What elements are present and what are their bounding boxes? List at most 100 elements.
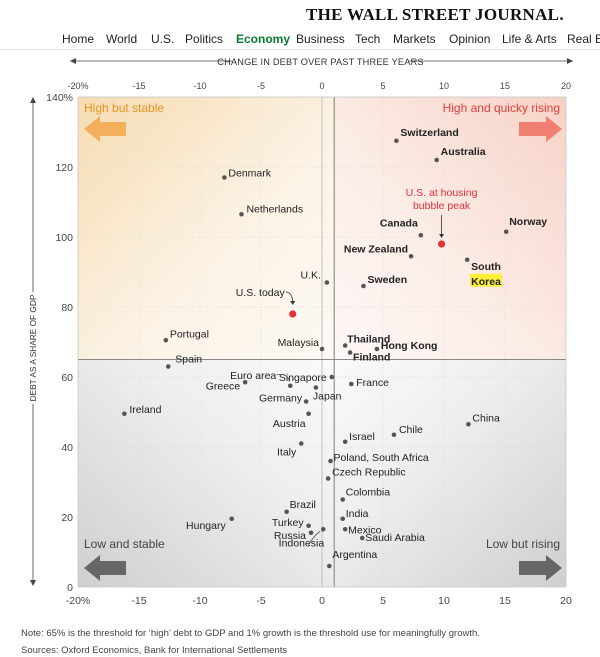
point-label-india: India (346, 508, 369, 520)
point-label-sweden: Sweden (367, 274, 407, 286)
arrow-right-red-icon (519, 116, 562, 142)
y-tick-label: 20 (61, 512, 73, 524)
nav-item-tech[interactable]: Tech (355, 32, 381, 46)
nav-item-u-s[interactable]: U.S. (151, 32, 175, 46)
chart-svg: CHANGE IN DEBT OVER PAST THREE YEARS -20%… (27, 54, 573, 607)
point-label-china: China (472, 412, 500, 424)
point-label-ireland: Ireland (129, 404, 161, 416)
point-label-hong-kong: Hong Kong (381, 340, 438, 352)
point-brazil (284, 509, 289, 515)
point-greece (242, 379, 248, 385)
quadrant-label-high-stable: High but stable (84, 101, 164, 115)
nav-item-business[interactable]: Business (296, 32, 345, 46)
point-netherlands (239, 211, 244, 217)
y-tick-label: 120 (55, 162, 73, 174)
quadrant-high-rising (334, 97, 566, 360)
nav-item-economy[interactable]: Economy (236, 32, 291, 46)
y-axis-label-bg (27, 292, 39, 404)
x-tick-bottom-label: -10 (192, 595, 207, 607)
debt-scatter-chart: CHANGE IN DEBT OVER PAST THREE YEARS -20%… (0, 50, 600, 610)
point-canada (418, 232, 424, 238)
x-tick-bottom-label: 15 (499, 595, 511, 607)
quadrant-low-rising (334, 359, 566, 587)
y-axis-label: DEBT AS A SHARE OF GDP (28, 294, 38, 401)
point-switzerland (394, 138, 399, 144)
x-tick-bottom-label: 20 (560, 595, 572, 607)
x-tick-bottom-label: 5 (380, 595, 386, 607)
arrow-left-gray-icon (84, 555, 126, 581)
point-mexico (342, 526, 348, 532)
leader-us-today (285, 291, 294, 302)
point-thailand (342, 343, 348, 348)
x-tick-top-label: 15 (500, 81, 510, 91)
point-ireland (122, 411, 127, 417)
x-tick-top-label: 0 (319, 81, 324, 91)
y-tick-label: 60 (61, 372, 73, 384)
nav-item-world[interactable]: World (106, 32, 138, 46)
x-tick-top-label: 10 (439, 81, 449, 91)
masthead-title[interactable]: THE WALL STREET JOURNAL. (306, 5, 564, 24)
point-label-saudi-arabia: Saudi Arabia (365, 532, 425, 544)
point-label-austria: Austria (273, 418, 306, 430)
nav-item-politics[interactable]: Politics (185, 32, 224, 46)
footnote: Note: 65% is the threshold for ‘high’ de… (21, 628, 480, 639)
point-euro-area (287, 383, 293, 389)
point-label-poland-south-africa: Poland, South Africa (334, 452, 429, 464)
y-tick-label: 100 (55, 232, 73, 244)
point-south-korea (464, 257, 470, 263)
point-hong-kong (374, 346, 380, 352)
point-label-brazil: Brazil (290, 499, 316, 511)
point-label-israel: Israel (349, 431, 375, 443)
x-tick-top-label: -5 (257, 81, 265, 91)
point-label-switzerland: Switzerland (400, 127, 458, 139)
point-label-italy: Italy (277, 447, 297, 459)
nav-item-opinion[interactable]: Opinion (449, 32, 491, 46)
y-tick-label: 140% (46, 92, 73, 104)
point-israel (342, 439, 348, 445)
y-tick-label: 0 (67, 582, 73, 594)
point-label-spain: Spain (175, 354, 202, 366)
nav-item-life-arts[interactable]: Life & Arts (502, 32, 557, 46)
point-label-us-peak-line2: bubble peak (413, 200, 471, 212)
leader-us-today-arrow (290, 301, 296, 305)
point-denmark (222, 175, 227, 180)
arrow-right-gray-icon (519, 555, 562, 581)
leader-indonesia (307, 530, 321, 546)
point-label-france: France (356, 377, 389, 389)
point-chile (391, 432, 397, 438)
point-france (348, 381, 354, 387)
main-nav: Home World U.S. Politics Economy Business Tech… (0, 27, 600, 50)
quadrant-label-high-rising: High and quicky rising (443, 101, 560, 115)
point-us-today (289, 310, 297, 318)
point-italy (298, 441, 304, 446)
point-label-mexico: Mexico (348, 524, 381, 536)
nav-item-real-es[interactable]: Real Es (567, 32, 600, 46)
point-label-euro-area: Euro area (230, 370, 276, 382)
point-germany (303, 399, 309, 404)
point-australia (434, 157, 439, 163)
point-us-housing-peak (437, 240, 446, 248)
point-label-singapore: Singapore (279, 372, 327, 384)
point-portugal (163, 337, 169, 343)
x-tick-top-label: -20% (67, 81, 88, 91)
sources: Sources: Oxford Economics, Bank for Inte… (21, 645, 288, 656)
point-label-us-peak-line1: U.S. at housing (406, 187, 478, 199)
point-label-south: South (471, 261, 501, 273)
nav-item-home[interactable]: Home (62, 32, 95, 46)
x-tick-bottom-label: 10 (438, 595, 450, 607)
point-label-new-zealand: New Zealand (344, 243, 408, 255)
y-tick-label: 40 (61, 442, 73, 454)
x-tick-top-label: -15 (132, 81, 145, 91)
masthead[interactable]: THE WALL STREET JOURNAL. (0, 0, 600, 26)
point-label-malaysia: Malaysia (278, 337, 320, 349)
point-label-russia: Russia (274, 530, 306, 542)
point-label-korea: Korea (471, 276, 501, 288)
arrow-left-orange-icon (84, 116, 126, 142)
point-label-chile: Chile (399, 424, 423, 436)
x-axis-label: CHANGE IN DEBT OVER PAST THREE YEARS (217, 57, 423, 67)
highlight-korea (470, 273, 503, 287)
nav-item-markets[interactable]: Markets (393, 32, 436, 46)
plot-frame (77, 96, 567, 588)
point-label-netherlands: Netherlands (246, 203, 303, 215)
point-label-greece: Greece (206, 380, 241, 392)
